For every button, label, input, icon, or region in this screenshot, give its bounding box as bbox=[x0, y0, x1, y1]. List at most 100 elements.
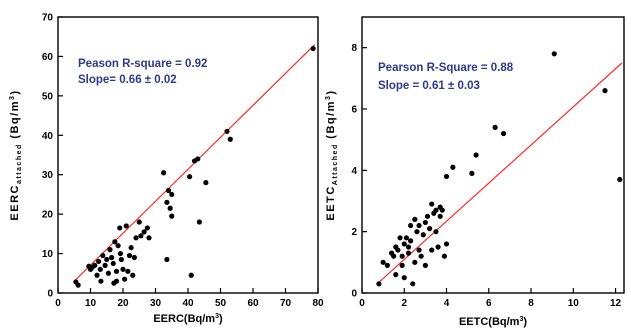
data-point bbox=[131, 254, 137, 261]
data-point bbox=[435, 244, 441, 250]
data-point bbox=[196, 219, 202, 225]
x-tick-label: 8 bbox=[528, 298, 534, 309]
data-point bbox=[424, 213, 431, 219]
data-point bbox=[117, 225, 123, 231]
data-point bbox=[395, 247, 401, 253]
data-point bbox=[407, 238, 414, 244]
data-point bbox=[112, 239, 118, 245]
y-tick-label: 8 bbox=[351, 43, 357, 54]
data-point bbox=[384, 262, 390, 268]
data-point bbox=[167, 205, 173, 211]
y-axis-label: EETCAttached (Bq/m3) bbox=[325, 89, 339, 220]
data-point bbox=[169, 213, 175, 219]
data-point bbox=[403, 235, 409, 241]
data-point bbox=[98, 278, 104, 284]
fit-line bbox=[378, 62, 623, 283]
x-tick-label: 80 bbox=[312, 298, 324, 309]
data-point bbox=[136, 219, 142, 225]
x-tick-label: 50 bbox=[215, 298, 227, 309]
data-point bbox=[130, 272, 136, 278]
data-point bbox=[439, 207, 445, 213]
chart-panel-eerc: 0 10 20 30 40 50 60 70 80 0 10 20 30 40 50 60 70 Peason … bbox=[9, 13, 324, 326]
data-point bbox=[405, 250, 412, 256]
annotation-r-square: Peason R-square = 0.92 bbox=[78, 58, 207, 70]
data-point bbox=[115, 243, 121, 249]
data-point bbox=[551, 51, 557, 57]
data-point bbox=[422, 262, 428, 268]
data-point bbox=[407, 222, 414, 229]
data-point bbox=[414, 229, 420, 235]
x-tick-label: 30 bbox=[150, 298, 162, 309]
data-point bbox=[399, 253, 405, 259]
y-tick-label: 20 bbox=[42, 210, 54, 221]
data-point bbox=[412, 216, 418, 222]
data-point bbox=[405, 244, 412, 250]
data-point bbox=[125, 268, 131, 274]
data-point bbox=[128, 245, 134, 251]
data-point bbox=[412, 259, 418, 265]
y-tick-label: 6 bbox=[351, 105, 357, 116]
data-point bbox=[401, 241, 407, 247]
data-point bbox=[391, 253, 397, 259]
y-tick-label: 50 bbox=[42, 91, 54, 102]
x-tick-label: 10 bbox=[85, 298, 97, 309]
data-point bbox=[410, 281, 416, 287]
data-point bbox=[492, 124, 498, 130]
chart-panel-eetc: 0 2 4 6 8 10 12 0 2 4 6 8 Pearson R-Square = 0.88 S… bbox=[325, 16, 625, 328]
data-point bbox=[224, 128, 230, 134]
y-tick-label: 70 bbox=[42, 13, 54, 24]
data-point bbox=[126, 252, 133, 259]
data-point bbox=[416, 222, 422, 229]
data-point bbox=[437, 213, 443, 219]
data-point bbox=[203, 180, 209, 186]
data-point bbox=[500, 130, 507, 137]
data-point bbox=[123, 223, 129, 229]
y-tick-label: 10 bbox=[42, 249, 54, 260]
y-tick-label: 30 bbox=[42, 170, 54, 181]
data-point bbox=[443, 241, 450, 247]
data-point bbox=[100, 252, 106, 259]
data-point bbox=[397, 235, 403, 241]
data-point bbox=[401, 275, 407, 281]
data-point bbox=[602, 88, 608, 94]
y-tick-label: 0 bbox=[351, 289, 357, 300]
x-tick-label: 40 bbox=[182, 298, 194, 309]
data-point bbox=[138, 233, 144, 239]
y-tick-label: 0 bbox=[47, 289, 53, 300]
data-point bbox=[164, 256, 170, 263]
data-point bbox=[429, 201, 435, 207]
data-point bbox=[195, 156, 201, 162]
annotation-slope: Slope = 0.61 ± 0.03 bbox=[378, 80, 480, 92]
data-point bbox=[169, 191, 175, 198]
data-point bbox=[113, 278, 120, 284]
data-point bbox=[102, 262, 108, 268]
x-axis-label: EETC(Bq/m3) bbox=[459, 316, 527, 328]
y-tick-label: 60 bbox=[42, 52, 54, 63]
data-point bbox=[441, 253, 448, 259]
x-tick-label: 10 bbox=[568, 298, 580, 309]
data-point bbox=[122, 276, 128, 282]
data-point bbox=[161, 170, 167, 176]
data-point bbox=[393, 272, 399, 278]
data-point bbox=[94, 272, 100, 278]
data-point bbox=[113, 268, 120, 274]
annotation-r-square: Pearson R-Square = 0.88 bbox=[378, 62, 514, 74]
plot-frame bbox=[361, 16, 625, 294]
data-point bbox=[104, 256, 110, 263]
y-tick-label: 40 bbox=[42, 131, 54, 142]
data-point bbox=[146, 235, 152, 241]
data-point bbox=[97, 266, 103, 272]
data-point bbox=[133, 235, 139, 241]
data-point bbox=[418, 253, 424, 259]
x-tick-label: 0 bbox=[359, 298, 365, 309]
x-tick-label: 20 bbox=[117, 298, 129, 309]
x-tick-label: 12 bbox=[610, 298, 622, 309]
data-point bbox=[399, 262, 405, 268]
x-tick-label: 60 bbox=[247, 298, 259, 309]
data-point bbox=[110, 260, 116, 267]
data-point bbox=[109, 254, 115, 261]
x-axis-label: EERC(Bq/m3) bbox=[153, 313, 223, 325]
data-point bbox=[433, 229, 439, 235]
data-point bbox=[376, 281, 382, 287]
